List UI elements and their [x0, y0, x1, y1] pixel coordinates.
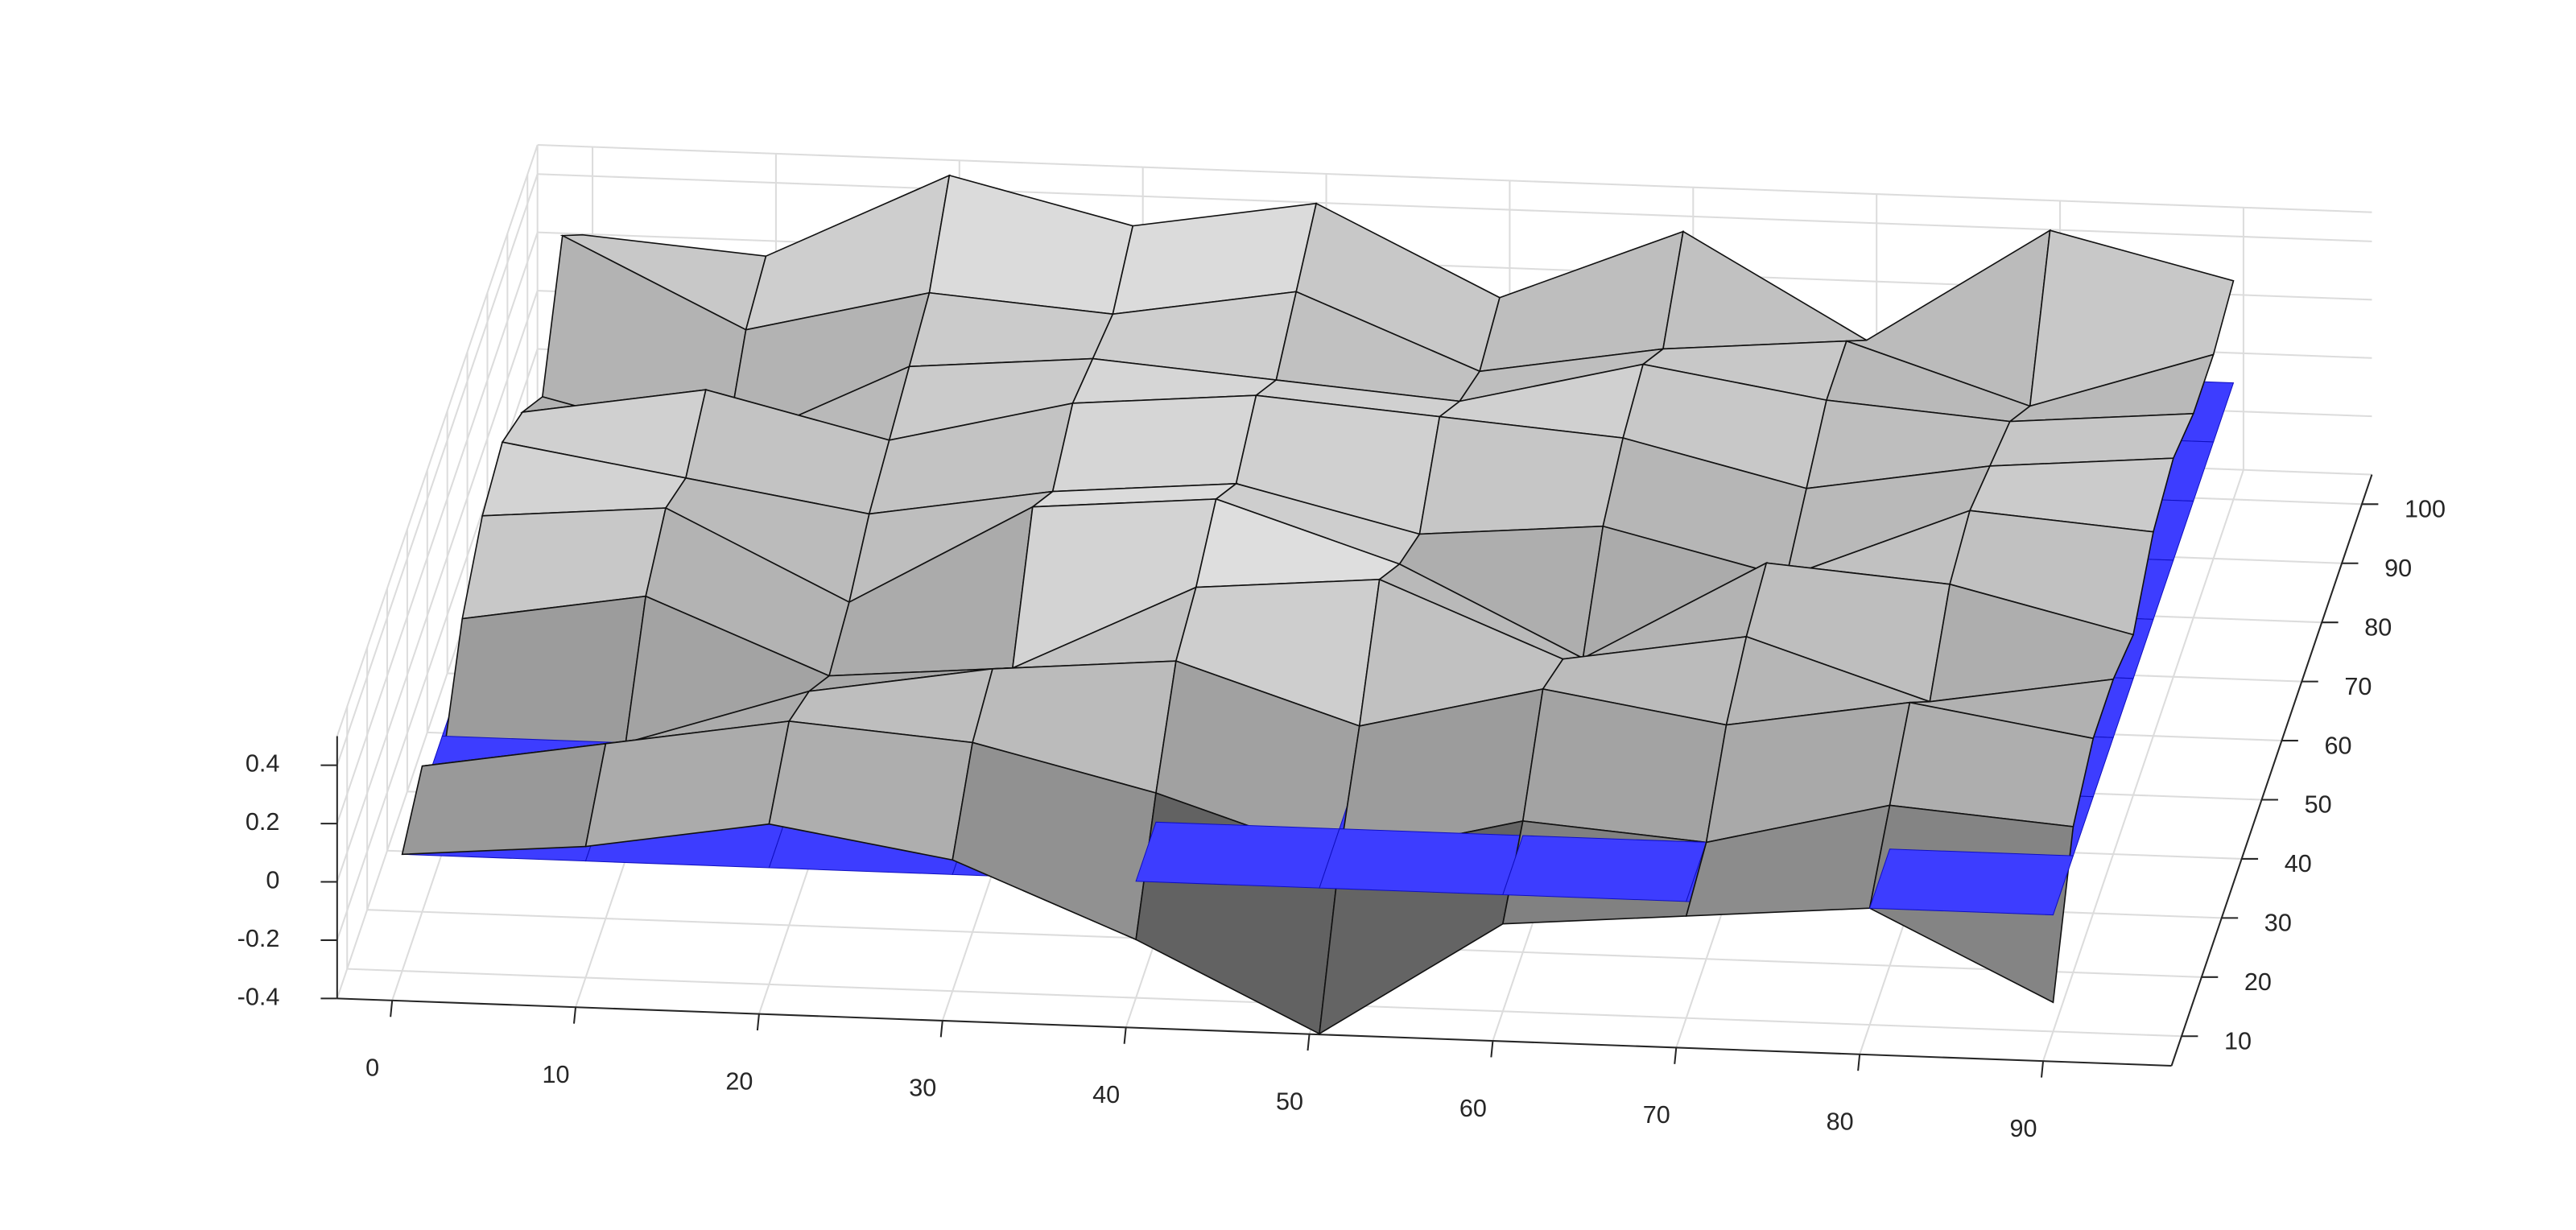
y-tick-label: 30 — [2264, 910, 2292, 937]
x-tick-label: 20 — [725, 1067, 753, 1095]
plane-cell — [1868, 848, 2074, 916]
z-tick-label: 0.2 — [246, 808, 280, 836]
x-tick-label: 70 — [1643, 1101, 1670, 1129]
box-edge — [537, 144, 2372, 213]
y-tick-label: 10 — [2224, 1028, 2252, 1055]
plane-cell — [1135, 821, 1340, 889]
surface-cell — [1418, 415, 1624, 535]
tick-mark — [2040, 1061, 2045, 1078]
z-tick-label: -0.2 — [237, 925, 280, 952]
tick-mark — [1674, 1047, 1678, 1064]
z-tick-label: -0.4 — [237, 983, 280, 1010]
y-tick-label: 40 — [2285, 850, 2312, 877]
y-tick-label: 60 — [2324, 732, 2351, 759]
x-tick-label: 40 — [1092, 1081, 1120, 1108]
x-tick-label: 60 — [1459, 1095, 1487, 1122]
tick-mark — [390, 1000, 394, 1017]
surface-cell — [401, 742, 607, 856]
tick-mark — [572, 1007, 577, 1024]
grid-line — [537, 173, 2372, 242]
y-tick-label: 50 — [2305, 791, 2332, 819]
x-tick-label: 80 — [1827, 1108, 1854, 1136]
grid-line — [336, 173, 539, 766]
box-edge — [336, 144, 539, 737]
plane-cell — [1319, 828, 1524, 896]
x-tick-label: 90 — [2010, 1115, 2037, 1142]
surface-cell — [1662, 230, 1869, 350]
y-tick-label: 100 — [2405, 496, 2446, 523]
y-tick-label: 90 — [2384, 555, 2412, 582]
grid-line — [336, 290, 539, 882]
surface-cell — [928, 174, 1134, 316]
plane-cell — [1502, 835, 1707, 902]
axis-line — [336, 997, 2172, 1067]
surface-cell — [1051, 394, 1257, 493]
y-tick-label: 70 — [2344, 673, 2372, 700]
y-tick-label: 20 — [2244, 968, 2272, 996]
grid-line — [2042, 469, 2244, 1062]
x-tick-label: 30 — [909, 1075, 936, 1102]
x-tick-label: 0 — [365, 1055, 379, 1082]
tick-mark — [756, 1013, 760, 1031]
y-tick-label: 80 — [2364, 613, 2392, 641]
tick-mark — [1307, 1034, 1311, 1051]
z-tick-label: 0 — [266, 867, 279, 894]
grid-line — [336, 232, 539, 824]
tick-mark — [1123, 1027, 1127, 1044]
x-tick-label: 10 — [543, 1061, 570, 1088]
z-tick-label: 0.4 — [246, 750, 280, 778]
x-tick-label: 50 — [1276, 1088, 1303, 1115]
tick-mark — [1490, 1040, 1494, 1058]
axis-line — [2170, 474, 2373, 1067]
tick-mark — [1857, 1054, 1861, 1071]
tick-mark — [939, 1020, 943, 1038]
